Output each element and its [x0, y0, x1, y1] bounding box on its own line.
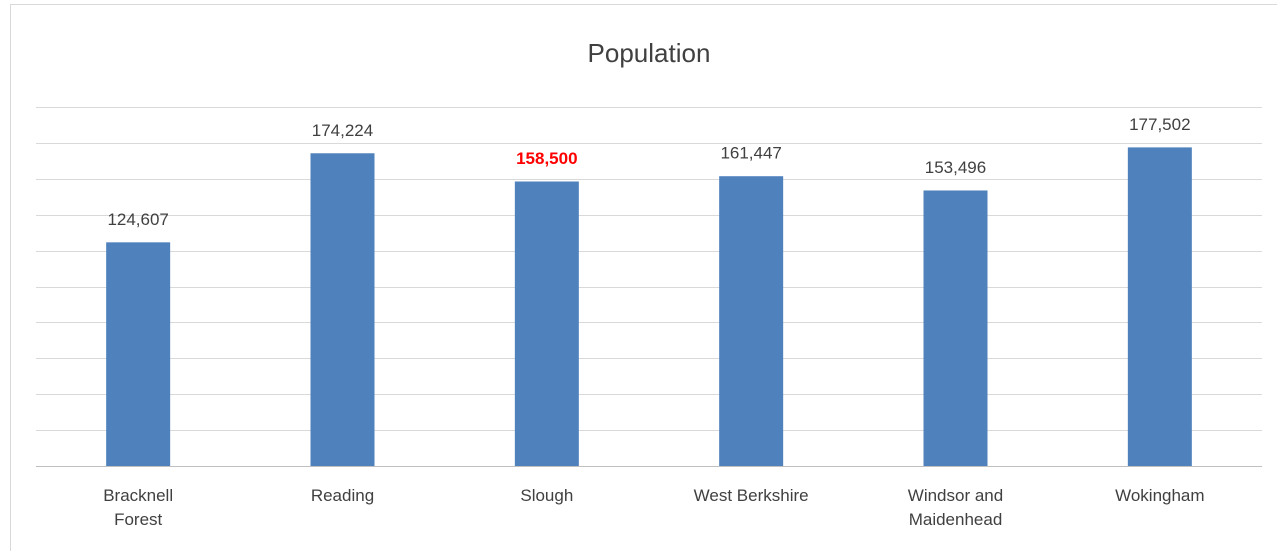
x-tick-label: Windsor and Maidenhead — [907, 486, 1004, 529]
x-tick-label-box: Bracknell Forest — [103, 486, 174, 529]
x-tick-label: Wokingham — [1115, 486, 1205, 505]
data-label: 153,496 — [925, 158, 986, 177]
bar — [106, 242, 171, 466]
data-label: 174,224 — [312, 121, 373, 140]
bar — [310, 153, 375, 466]
x-tick-label-box: Wokingham — [1115, 486, 1205, 505]
data-label: 161,447 — [720, 144, 781, 163]
data-label: 124,607 — [107, 210, 168, 229]
x-tick-label-box: Slough — [520, 486, 574, 505]
x-tick-label-box: West Berkshire — [693, 486, 809, 505]
chart-title: Population — [588, 38, 711, 68]
bar — [923, 190, 988, 467]
bar — [514, 181, 579, 466]
x-tick-label: Bracknell Forest — [103, 486, 174, 529]
chart-frame — [10, 4, 1277, 551]
x-tick-label-box: Windsor and Maidenhead — [907, 486, 1004, 529]
x-tick-label: Slough — [520, 486, 574, 505]
bar — [1127, 147, 1192, 466]
data-label: 158,500 — [516, 149, 577, 168]
x-tick-label: Reading — [310, 486, 375, 505]
x-tick-label-box: Reading — [310, 486, 375, 505]
x-tick-label: West Berkshire — [693, 486, 809, 505]
data-label: 177,502 — [1129, 115, 1190, 134]
bar — [719, 176, 784, 466]
